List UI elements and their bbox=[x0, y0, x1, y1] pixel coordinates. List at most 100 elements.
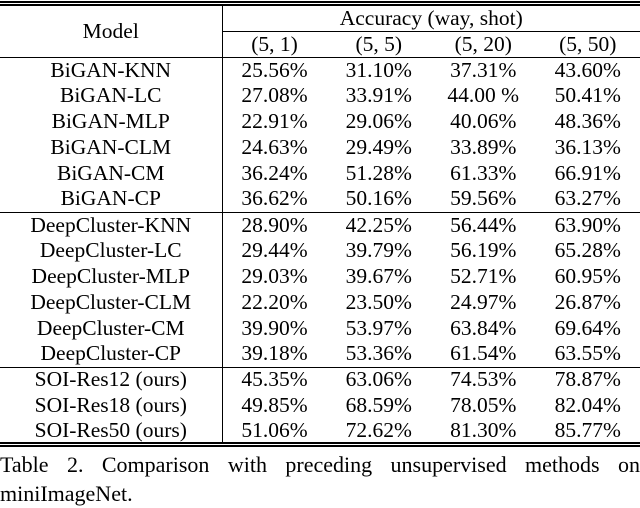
accuracy-value-cell: 39.79% bbox=[327, 238, 432, 264]
table-caption: Table 2. Comparison with preceding unsup… bbox=[0, 450, 640, 508]
accuracy-value-cell: 29.03% bbox=[222, 264, 327, 290]
accuracy-value-cell: 26.87% bbox=[536, 290, 640, 316]
accuracy-value-cell: 29.49% bbox=[327, 135, 432, 161]
table-row: SOI-Res18 (ours)49.85%68.59%78.05%82.04% bbox=[0, 393, 640, 419]
accuracy-value-cell: 23.50% bbox=[327, 290, 432, 316]
accuracy-value-cell: 22.20% bbox=[222, 290, 327, 316]
accuracy-value-cell: 53.36% bbox=[327, 341, 432, 367]
model-name-cell: DeepCluster-CM bbox=[0, 315, 222, 341]
accuracy-value-cell: 24.97% bbox=[431, 290, 536, 316]
model-name-cell: BiGAN-CM bbox=[0, 161, 222, 187]
table-row: SOI-Res50 (ours)51.06%72.62%81.30%85.77% bbox=[0, 419, 640, 445]
model-name-cell: BiGAN-CLM bbox=[0, 135, 222, 161]
model-name-cell: DeepCluster-LC bbox=[0, 238, 222, 264]
accuracy-value-cell: 27.08% bbox=[222, 83, 327, 109]
accuracy-value-cell: 36.62% bbox=[222, 186, 327, 212]
accuracy-value-cell: 33.89% bbox=[431, 135, 536, 161]
accuracy-value-cell: 36.13% bbox=[536, 135, 640, 161]
accuracy-value-cell: 72.62% bbox=[327, 419, 432, 445]
accuracy-value-cell: 31.10% bbox=[327, 58, 432, 84]
table-header: Model Accuracy (way, shot) (5, 1) (5, 5)… bbox=[0, 4, 640, 58]
accuracy-value-cell: 69.64% bbox=[536, 315, 640, 341]
accuracy-value-cell: 63.84% bbox=[431, 315, 536, 341]
shot-column-header-5-20: (5, 20) bbox=[431, 32, 536, 58]
accuracy-value-cell: 49.85% bbox=[222, 393, 327, 419]
accuracy-value-cell: 42.25% bbox=[327, 212, 432, 238]
accuracy-value-cell: 50.16% bbox=[327, 186, 432, 212]
accuracy-value-cell: 33.91% bbox=[327, 83, 432, 109]
shot-column-header-5-50: (5, 50) bbox=[536, 32, 640, 58]
accuracy-value-cell: 63.55% bbox=[536, 341, 640, 367]
accuracy-value-cell: 36.24% bbox=[222, 161, 327, 187]
accuracy-value-cell: 78.87% bbox=[536, 367, 640, 393]
accuracy-value-cell: 60.95% bbox=[536, 264, 640, 290]
accuracy-value-cell: 68.59% bbox=[327, 393, 432, 419]
accuracy-value-cell: 74.53% bbox=[431, 367, 536, 393]
model-name-cell: DeepCluster-CLM bbox=[0, 290, 222, 316]
accuracy-value-cell: 29.44% bbox=[222, 238, 327, 264]
accuracy-value-cell: 39.67% bbox=[327, 264, 432, 290]
accuracy-value-cell: 45.35% bbox=[222, 367, 327, 393]
accuracy-value-cell: 25.56% bbox=[222, 58, 327, 84]
model-name-cell: DeepCluster-KNN bbox=[0, 212, 222, 238]
shot-column-header-5-5: (5, 5) bbox=[327, 32, 432, 58]
accuracy-value-cell: 63.06% bbox=[327, 367, 432, 393]
accuracy-value-cell: 78.05% bbox=[431, 393, 536, 419]
accuracy-value-cell: 44.00 % bbox=[431, 83, 536, 109]
accuracy-value-cell: 39.18% bbox=[222, 341, 327, 367]
caption-line-2: miniImageNet. bbox=[0, 479, 640, 508]
shot-column-header-5-1: (5, 1) bbox=[222, 32, 327, 58]
model-name-cell: DeepCluster-CP bbox=[0, 341, 222, 367]
accuracy-value-cell: 29.06% bbox=[327, 109, 432, 135]
accuracy-group-header: Accuracy (way, shot) bbox=[222, 4, 640, 32]
header-row-top: Model Accuracy (way, shot) bbox=[0, 4, 640, 32]
accuracy-value-cell: 63.27% bbox=[536, 186, 640, 212]
results-table: Model Accuracy (way, shot) (5, 1) (5, 5)… bbox=[0, 1, 640, 447]
accuracy-value-cell: 52.71% bbox=[431, 264, 536, 290]
model-name-cell: BiGAN-KNN bbox=[0, 58, 222, 84]
accuracy-value-cell: 37.31% bbox=[431, 58, 536, 84]
accuracy-value-cell: 22.91% bbox=[222, 109, 327, 135]
accuracy-value-cell: 59.56% bbox=[431, 186, 536, 212]
table-row: SOI-Res12 (ours)45.35%63.06%74.53%78.87% bbox=[0, 367, 640, 393]
accuracy-value-cell: 48.36% bbox=[536, 109, 640, 135]
accuracy-value-cell: 63.90% bbox=[536, 212, 640, 238]
accuracy-value-cell: 61.33% bbox=[431, 161, 536, 187]
model-name-cell: SOI-Res18 (ours) bbox=[0, 393, 222, 419]
accuracy-value-cell: 56.44% bbox=[431, 212, 536, 238]
accuracy-value-cell: 56.19% bbox=[431, 238, 536, 264]
accuracy-value-cell: 40.06% bbox=[431, 109, 536, 135]
model-name-cell: SOI-Res12 (ours) bbox=[0, 367, 222, 393]
model-column-header: Model bbox=[0, 4, 222, 58]
accuracy-value-cell: 24.63% bbox=[222, 135, 327, 161]
accuracy-value-cell: 53.97% bbox=[327, 315, 432, 341]
accuracy-value-cell: 66.91% bbox=[536, 161, 640, 187]
model-name-cell: SOI-Res50 (ours) bbox=[0, 419, 222, 445]
accuracy-value-cell: 51.28% bbox=[327, 161, 432, 187]
accuracy-value-cell: 51.06% bbox=[222, 419, 327, 445]
accuracy-value-cell: 82.04% bbox=[536, 393, 640, 419]
accuracy-value-cell: 81.30% bbox=[431, 419, 536, 445]
accuracy-value-cell: 28.90% bbox=[222, 212, 327, 238]
accuracy-value-cell: 39.90% bbox=[222, 315, 327, 341]
accuracy-value-cell: 43.60% bbox=[536, 58, 640, 84]
accuracy-value-cell: 85.77% bbox=[536, 419, 640, 445]
model-name-cell: BiGAN-LC bbox=[0, 83, 222, 109]
accuracy-value-cell: 65.28% bbox=[536, 238, 640, 264]
caption-line-1: Table 2. Comparison with preceding unsup… bbox=[0, 450, 640, 479]
accuracy-value-cell: 50.41% bbox=[536, 83, 640, 109]
